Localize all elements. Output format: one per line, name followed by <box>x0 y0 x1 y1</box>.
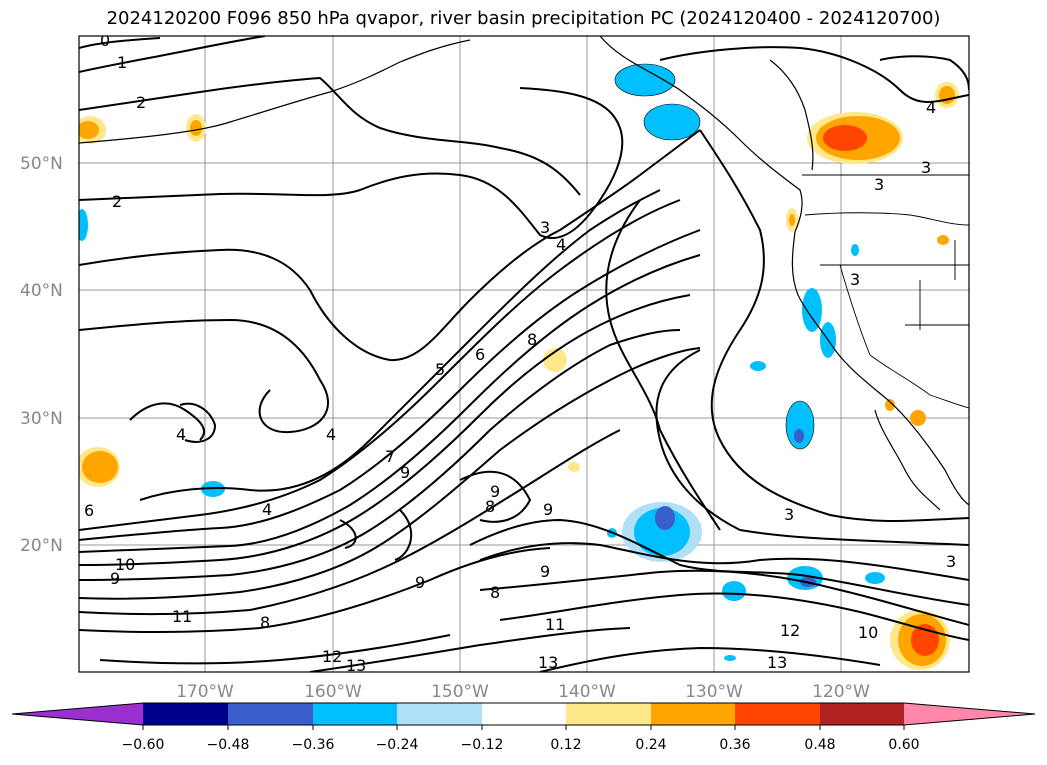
colorbar-segment <box>651 703 735 725</box>
contour-label: 9 <box>540 562 550 581</box>
contour-label: 10 <box>858 623 878 642</box>
colorbar-tick-label: −0.24 <box>376 737 419 753</box>
colorbar-segment <box>143 703 228 725</box>
contour-label: 3 <box>850 270 860 289</box>
colorbar-segment <box>228 703 313 725</box>
lat-label: 40°N <box>20 281 63 301</box>
colorbar-tick-label: −0.36 <box>292 737 335 753</box>
colorbar-segment <box>482 703 566 725</box>
colorbar-segment <box>735 703 820 725</box>
contour-label: 9 <box>415 573 425 592</box>
contour-label: 4 <box>176 425 186 444</box>
contour-label: 4 <box>556 235 566 254</box>
contour-label: 13 <box>767 653 787 672</box>
contour-label: 9 <box>400 463 410 482</box>
contour-label: 9 <box>490 482 500 501</box>
lon-label: 170°W <box>176 682 234 702</box>
contour-label: 8 <box>260 613 270 632</box>
contour-label: 3 <box>784 505 794 524</box>
colorbar-tick-label: 0.24 <box>635 737 666 753</box>
lat-label: 50°N <box>20 154 63 174</box>
contour-label: 9 <box>110 569 120 588</box>
contour-label: 2 <box>136 93 146 112</box>
contour-label: 13 <box>346 656 366 675</box>
contour-label: 6 <box>84 501 94 520</box>
lon-label: 120°W <box>812 682 870 702</box>
colorbar-segment <box>313 703 397 725</box>
colorbar-tick-label: −0.48 <box>207 737 250 753</box>
contour-label: 8 <box>490 583 500 602</box>
colorbar-tick-label: −0.12 <box>461 737 504 753</box>
coastlines <box>79 36 969 511</box>
contour-label: 1 <box>117 53 127 72</box>
contour-label: 8 <box>485 497 495 516</box>
contour-label: 2 <box>112 192 122 211</box>
contour-label: 12 <box>322 647 342 666</box>
longitude-labels: 170°W 160°W 150°W 140°W 130°W 120°W <box>176 682 870 702</box>
map-title: 2024120200 F096 850 hPa qvapor, river ba… <box>106 8 941 29</box>
contour-label: 13 <box>538 653 558 672</box>
lon-label: 150°W <box>431 682 489 702</box>
lat-label: 30°N <box>20 409 63 429</box>
lon-label: 140°W <box>558 682 616 702</box>
contour-label: 8 <box>527 330 537 349</box>
colorbar-tick-label: 0.12 <box>550 737 581 753</box>
contour-label: 7 <box>385 447 395 466</box>
contour-label: 11 <box>545 615 565 634</box>
contour-label: 10 <box>115 555 135 574</box>
colorbar-tick-label: 0.48 <box>804 737 835 753</box>
contour-label: 4 <box>262 500 272 519</box>
contour-label: 3 <box>946 552 956 571</box>
colorbar-tick-label: −0.60 <box>122 737 165 753</box>
colorbar-tick-label: 0.60 <box>888 737 919 753</box>
contour-label: 3 <box>874 175 884 194</box>
contour-labels: 0 1 2 2 3 4 4 4 4 4 5 6 7 8 8 8 8 9 9 9 … <box>84 31 956 675</box>
contour-label: 3 <box>921 158 931 177</box>
plot-frame <box>78 35 970 673</box>
colorbar-segment <box>397 703 482 725</box>
qvapor-contours <box>79 36 969 672</box>
lon-label: 130°W <box>685 682 743 702</box>
contour-label: 3 <box>540 218 550 237</box>
contour-label: 0 <box>100 31 110 50</box>
contour-label: 6 <box>475 345 485 364</box>
contour-label: 4 <box>926 98 936 117</box>
lat-label: 20°N <box>20 536 63 556</box>
contour-label: 5 <box>435 360 445 379</box>
colorbar: −0.60 −0.48 −0.36 −0.24 −0.12 0.12 0.24 … <box>11 702 1036 753</box>
colorbar-extend-min <box>12 703 143 725</box>
colorbar-segment <box>820 703 904 725</box>
colorbar-tick-label: 0.36 <box>719 737 750 753</box>
latitude-labels: 50°N 40°N 30°N 20°N <box>20 154 63 556</box>
contour-label: 12 <box>780 621 800 640</box>
colorbar-segment <box>566 703 651 725</box>
contour-label: 11 <box>172 607 192 626</box>
colorbar-extend-max <box>904 703 1035 725</box>
lon-label: 160°W <box>304 682 362 702</box>
contour-label: 9 <box>543 500 553 519</box>
contour-label: 4 <box>326 425 336 444</box>
